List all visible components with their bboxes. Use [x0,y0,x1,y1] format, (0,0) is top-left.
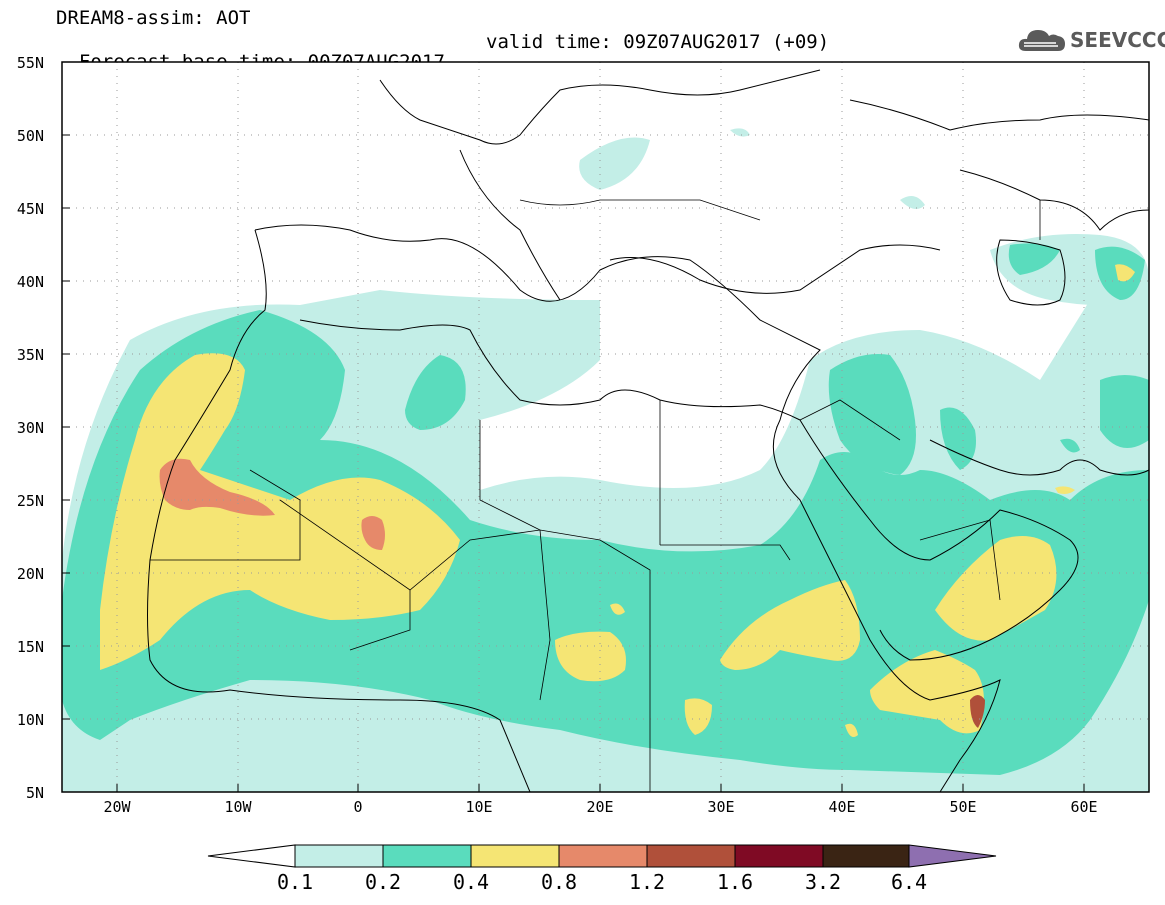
lat-label: 10N [17,711,44,729]
aot-shading [62,62,1149,792]
axis-ticks [62,61,1085,793]
lat-label: 15N [17,638,44,656]
colorbar-label: 1.6 [716,870,754,894]
lon-label: 20E [586,798,613,816]
lon-label: 10E [465,798,492,816]
colorbar-label: 0.4 [452,870,490,894]
colorbar-swatch [822,844,910,868]
cloud-logo-icon [1018,30,1065,51]
colorbar-swatch [470,844,560,868]
aot-band-0.8 [159,458,385,550]
lon-label: 60E [1070,798,1097,816]
lat-labels: 55N 50N 45N 40N 35N 30N 25N 20N 15N 10N … [17,54,44,802]
graticule [62,62,1149,792]
colorbar-label: 0.2 [364,870,402,894]
lat-label: 35N [17,346,44,364]
map-title: DREAM8-assim: AOT [56,7,251,29]
colorbar-label: 1.2 [628,870,666,894]
lon-label: 10W [224,798,252,816]
lon-label: 40E [828,798,855,816]
lat-label: 45N [17,200,44,218]
colorbar-label: 0.8 [540,870,578,894]
borders [150,199,1041,792]
lat-label: 55N [17,54,44,72]
lon-label: 20W [103,798,131,816]
aot-band-1.2 [970,695,985,728]
coastlines [147,69,1149,792]
lat-label: 30N [17,419,44,437]
lat-label: 25N [17,492,44,510]
lon-label: 30E [707,798,734,816]
colorbar-label: 3.2 [804,870,842,894]
colorbar-swatch [646,844,736,868]
lon-label: 0 [353,798,362,816]
colorbar-swatch [734,844,824,868]
lat-label: 20N [17,565,44,583]
colorbar-swatch [294,844,384,868]
lat-label: 5N [26,784,44,802]
colorbar-label: 0.1 [276,870,314,894]
lon-labels: 20W 10W 0 10E 20E 30E 40E 50E 60E [103,798,1097,816]
logo-text: SEEVCCC [1070,28,1165,52]
aot-band-0.4 [100,264,1135,738]
colorbar-arrow-right [908,844,997,868]
seevccc-logo: SEEVCCC [1018,25,1165,55]
colorbar-swatch [382,844,472,868]
colorbar [207,844,997,868]
colorbar-swatch [558,844,648,868]
colorbar-label: 6.4 [890,870,928,894]
valid-time-text: valid time: 09Z07AUG2017 (+09) [486,31,830,53]
colorbar-arrow-left [207,844,296,868]
lon-label: 50E [949,798,976,816]
lat-label: 40N [17,273,44,291]
lat-label: 50N [17,127,44,145]
